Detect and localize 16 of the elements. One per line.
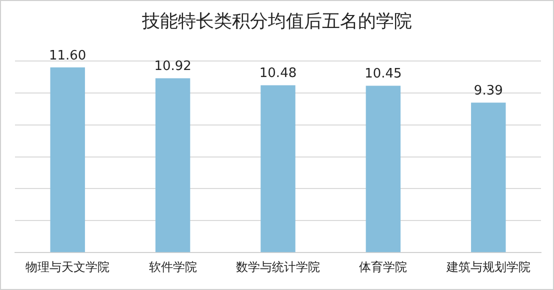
bar (50, 67, 85, 252)
bar (366, 86, 401, 252)
bar (155, 78, 190, 252)
data-label: 10.48 (259, 66, 297, 82)
chart-title: 技能特长类积分均值后五名的学院 (141, 10, 413, 33)
x-tick-label: 建筑与规划学院 (445, 260, 530, 274)
bar (260, 85, 296, 252)
x-tick-label: 软件学院 (148, 260, 197, 274)
data-label: 11.60 (48, 48, 86, 64)
data-label: 10.45 (364, 66, 402, 82)
data-label: 10.92 (154, 59, 192, 74)
bar (471, 102, 506, 252)
x-tick-label: 体育学院 (359, 260, 408, 274)
data-label: 9.39 (474, 84, 503, 99)
x-tick-label: 数学与统计学院 (236, 260, 320, 274)
x-tick-label: 物理与天文学院 (26, 260, 110, 274)
